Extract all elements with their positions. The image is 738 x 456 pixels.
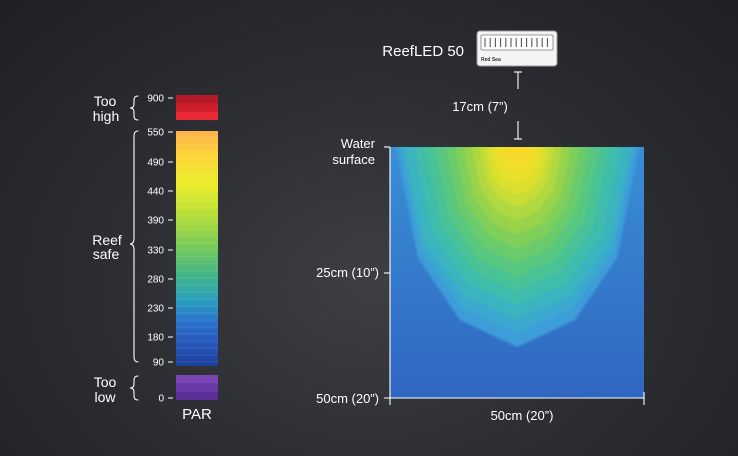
mount-distance-indicator <box>514 71 522 140</box>
depth-mid-label: 25cm (10”) <box>316 265 379 280</box>
par-scale: 900 550 490 440 390 330 280 230 180 90 0… <box>92 93 218 423</box>
tick-label: 280 <box>147 275 164 286</box>
too-low-label-line2: low <box>94 389 116 405</box>
reef-safe-brace <box>129 130 139 363</box>
too-high-label-line2: high <box>93 108 119 124</box>
tick-label: 390 <box>147 216 164 227</box>
tick-label: 180 <box>147 333 164 344</box>
par-unit-label: PAR <box>182 406 212 423</box>
device-name: ReefLED 50 <box>382 43 464 60</box>
tick-label: 900 <box>147 94 164 105</box>
fixture-brand-logo: Red Sea <box>481 57 501 63</box>
reef-safe-band-stripes <box>176 137 218 363</box>
tick-label: 90 <box>153 358 165 369</box>
tick-label: 440 <box>147 187 164 198</box>
too-high-stripe <box>176 103 218 112</box>
tank-width-label: 50cm (20”) <box>491 408 554 423</box>
too-low-stripe <box>176 391 218 401</box>
reef-safe-label-line2: safe <box>93 246 120 262</box>
par-contour <box>501 147 533 161</box>
too-high-stripe <box>176 111 218 121</box>
zone-braces <box>129 95 139 401</box>
tank-axes <box>384 146 645 405</box>
too-low-brace <box>129 375 139 401</box>
reefled-fixture: ReefLED 50 Red Sea 17cm (7”) <box>382 30 558 140</box>
depth-bottom-label: 50cm (20”) <box>316 391 379 406</box>
too-high-brace <box>129 95 139 121</box>
tick-label: 330 <box>147 246 164 257</box>
fixture-vent-fins <box>484 38 548 47</box>
reef-safe-color-band <box>176 131 218 366</box>
light-intensity-cone <box>396 147 639 347</box>
too-low-label: Too <box>94 374 117 390</box>
water-surface-label-line2: surface <box>332 152 375 167</box>
too-low-stripe <box>176 383 218 392</box>
tick-label: 230 <box>147 304 164 315</box>
tick-label: 550 <box>147 128 164 139</box>
too-low-stripe <box>176 375 218 384</box>
scale-tick-marks <box>168 97 173 399</box>
tick-label: 0 <box>158 394 164 405</box>
tick-label: 490 <box>147 158 164 169</box>
water-surface-label: Water <box>341 136 376 151</box>
too-high-stripe <box>176 95 218 104</box>
scale-tick-labels: 900 550 490 440 390 330 280 230 180 90 0 <box>147 94 164 405</box>
too-high-label: Too <box>94 93 117 109</box>
tank-par-map: Water surface 25cm (10”) 50cm (20”) 50cm… <box>316 136 645 423</box>
mount-distance-label: 17cm (7”) <box>452 99 508 114</box>
reef-safe-label: Reef <box>92 232 122 248</box>
